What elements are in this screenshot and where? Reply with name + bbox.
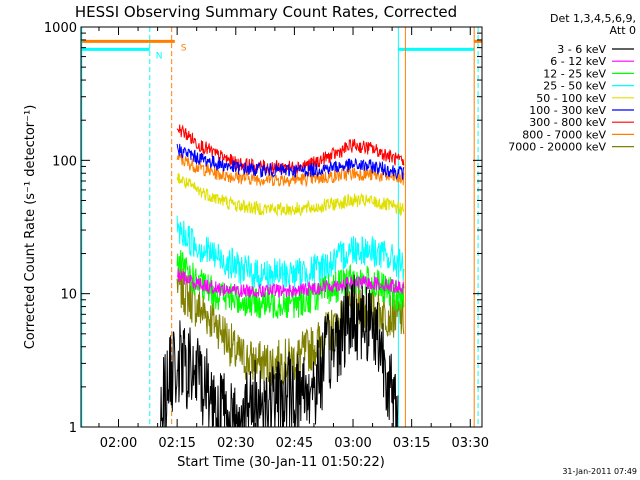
legend-entry-label: 7000 - 20000 keV	[508, 141, 606, 154]
y-tick-label: 10	[60, 288, 77, 303]
legend-entry-label: 3 - 6 keV	[557, 43, 606, 56]
series-line	[176, 215, 405, 290]
y-tick-label: 1000	[44, 21, 77, 36]
y-axis-label: Corrected Count Rate (s⁻¹ detector⁻¹)	[23, 105, 38, 350]
x-tick-label: 02:00	[100, 436, 137, 451]
status-bar-label: N	[156, 51, 163, 61]
legend-entry-label: 800 - 7000 keV	[522, 128, 606, 141]
chart-axes: 02:00 02:15 02:30 02:45 03:00 03:15 03:30 1 10 10…	[44, 21, 489, 451]
x-tick-label: 02:30	[217, 436, 254, 451]
series-line	[176, 153, 405, 188]
legend-entry-label: 100 - 300 keV	[529, 104, 606, 117]
status-bar-label: S	[181, 43, 187, 53]
plot-frame	[80, 26, 483, 428]
legend-entry-label: 25 - 50 keV	[543, 80, 606, 93]
x-tick-label: 03:15	[393, 436, 430, 451]
chart-title: HESSI Observing Summary Count Rates, Cor…	[75, 3, 457, 21]
x-tick-label: 02:15	[158, 436, 195, 451]
legend-entry-label: 300 - 800 keV	[529, 116, 606, 129]
series-line	[176, 143, 405, 180]
legend-entry-label: 50 - 100 keV	[536, 92, 606, 105]
x-tick-label: 03:00	[334, 436, 371, 451]
legend-entry-label: 6 - 12 keV	[550, 55, 606, 68]
series-line	[176, 124, 405, 174]
y-tick-label: 1	[69, 421, 77, 436]
legend-header: Det 1,3,4,5,6,9,	[550, 12, 636, 25]
x-tick-label: 03:30	[452, 436, 489, 451]
chart-marks: SN	[81, 27, 482, 428]
legend-header: Att 0	[610, 24, 636, 37]
series-line	[176, 172, 405, 217]
x-tick-label: 02:45	[276, 436, 313, 451]
timestamp: 31-Jan-2011 07:49	[562, 467, 637, 476]
legend-entry-label: 12 - 25 keV	[543, 67, 606, 80]
series-line	[159, 274, 399, 428]
series-line	[176, 268, 405, 298]
x-axis-label: Start Time (30-Jan-11 01:50:22)	[177, 455, 385, 470]
y-tick-label: 100	[52, 154, 77, 169]
